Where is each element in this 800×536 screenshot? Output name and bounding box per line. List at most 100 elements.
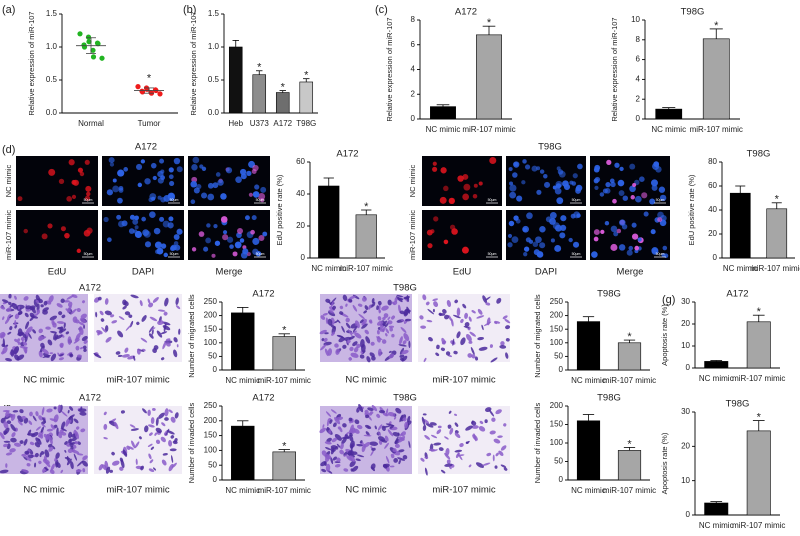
nucleus (229, 244, 234, 249)
cell (50, 424, 55, 430)
cell (401, 319, 405, 322)
nucleus (48, 168, 56, 176)
cell (353, 428, 360, 434)
cell (486, 317, 491, 326)
cell (337, 319, 341, 324)
cell (482, 295, 488, 304)
nucleus (550, 238, 555, 243)
y-tick-label: 30 (681, 407, 690, 416)
cell (403, 332, 410, 341)
point (95, 41, 101, 47)
cell (465, 425, 473, 431)
cell (138, 436, 142, 440)
cell (53, 332, 57, 340)
nucleus (593, 166, 600, 173)
nucleus (212, 182, 219, 189)
nucleus (562, 180, 569, 187)
nucleus (168, 167, 174, 173)
cell (444, 463, 453, 467)
cell (352, 325, 358, 333)
cell (65, 331, 70, 335)
cell (21, 415, 26, 420)
cell (356, 454, 365, 458)
cell (422, 424, 427, 432)
nucleus (144, 241, 152, 248)
cell (31, 432, 39, 438)
y-tick-label: 0.0 (46, 108, 58, 117)
nucleus (235, 176, 242, 183)
scale-bar-label: 50μm (170, 252, 179, 256)
cell (67, 409, 70, 414)
nucleus (472, 193, 478, 199)
bar (617, 342, 642, 371)
cell (453, 350, 458, 355)
bar (704, 361, 729, 369)
cell (452, 338, 455, 346)
cell (502, 315, 508, 320)
cell (361, 323, 368, 329)
cell (484, 419, 488, 424)
cell (110, 314, 115, 318)
cell (352, 341, 358, 347)
cell (500, 464, 507, 468)
cell (356, 424, 363, 430)
nucleus (610, 243, 618, 251)
nucleus (159, 158, 165, 164)
cell (376, 305, 379, 311)
significance: * (304, 70, 309, 82)
y-tick-label: 50 (208, 352, 217, 361)
cell (139, 300, 143, 307)
cell (371, 447, 376, 451)
cell (330, 409, 337, 414)
nucleus (629, 163, 636, 170)
cell (46, 428, 54, 432)
nucleus (173, 234, 180, 240)
bar (766, 208, 788, 259)
scale-bar-label: 50μm (256, 252, 265, 256)
cell (449, 427, 454, 435)
cell (354, 419, 360, 425)
nucleus (617, 179, 625, 187)
cell (471, 354, 476, 359)
cell (474, 356, 479, 361)
cell (325, 317, 329, 325)
cell (77, 354, 82, 358)
image-column-label: Merge (617, 267, 644, 278)
nucleus (556, 197, 564, 205)
cell (348, 298, 353, 303)
cell (381, 339, 387, 344)
cell (93, 352, 102, 359)
cell (135, 458, 138, 465)
micrograph: 50μm (188, 210, 270, 260)
cell (17, 306, 21, 310)
cell (324, 441, 332, 445)
cell (79, 318, 87, 324)
error-bar (436, 104, 450, 107)
cell (66, 444, 71, 447)
cell (391, 333, 395, 338)
cell (389, 465, 395, 468)
error-bar (771, 202, 782, 209)
cell (7, 313, 12, 321)
x-tick-label: miR-107 mimic (462, 125, 515, 134)
panel-label: (b) (183, 4, 196, 16)
x-tick-label: Heb (228, 119, 243, 128)
y-axis-label: Relative expression of miR-107 (189, 11, 198, 115)
bar (746, 430, 771, 516)
micrograph (418, 406, 510, 476)
nucleus (201, 192, 208, 199)
y-tick-label: 0 (636, 114, 641, 123)
micrograph: 50μm (16, 210, 98, 260)
nucleus (84, 195, 91, 201)
nucleus (524, 164, 531, 170)
nucleus (262, 231, 268, 237)
cell (425, 301, 430, 306)
y-tick-label: 8 (636, 35, 641, 44)
chart-title: T98G (747, 149, 771, 160)
nucleus (604, 188, 611, 194)
cell (342, 423, 347, 428)
nucleus (159, 216, 165, 222)
cell (16, 338, 21, 343)
cell (334, 464, 341, 468)
cell (351, 465, 359, 472)
